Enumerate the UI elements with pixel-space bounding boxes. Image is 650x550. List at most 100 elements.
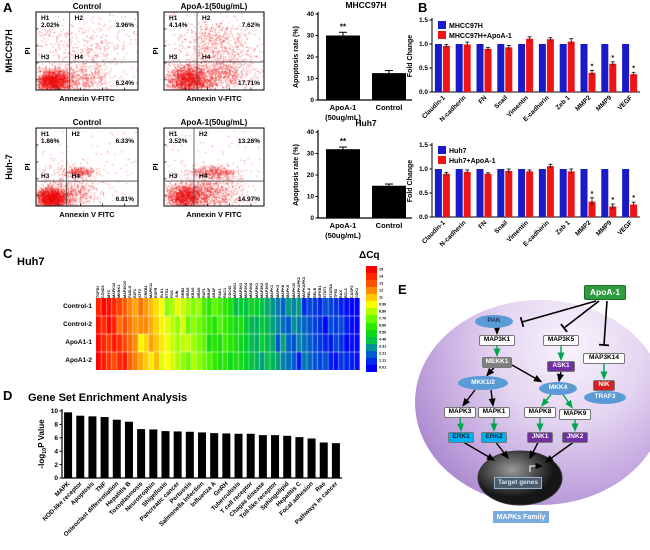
legend-swatch <box>438 146 446 154</box>
pathway-arrow <box>463 441 496 461</box>
scale-tick-label: 13 <box>379 281 384 286</box>
bar-treated <box>588 72 596 92</box>
bar <box>149 429 158 478</box>
panel-a-label: A <box>3 0 13 15</box>
quadrant-h2-pct: 6.33% <box>116 138 135 145</box>
bar-control <box>559 169 567 217</box>
y-tick-label: 0 <box>310 215 314 222</box>
scale-tick-label: 15 <box>379 267 384 272</box>
y-axis-title: Apoptosis rate (%) <box>293 26 300 88</box>
y-tick-label: 0.0 <box>419 214 428 221</box>
bar-control <box>434 169 442 217</box>
heatmap-scale-label: ΔCq <box>359 250 380 261</box>
bar-treated <box>505 170 513 217</box>
y-tick-label: 6 <box>54 435 58 442</box>
bar-treated <box>484 48 492 92</box>
bar <box>331 443 340 478</box>
node-mapk3: MAPK3 <box>444 406 476 418</box>
scale-tick-label: 8.80 <box>379 310 387 314</box>
heatmap-canvas <box>96 298 360 370</box>
node-ask1: ASK1 <box>547 360 575 372</box>
quadrant-h4-pct: 14.97% <box>238 196 260 203</box>
bar-control <box>538 169 546 217</box>
flow-x-axis-label: Annexin V FITC <box>59 210 115 219</box>
scale-tick-label: 4.40 <box>379 338 387 343</box>
quadrant-h3-label: H3 <box>169 173 178 180</box>
flow-plot-frame <box>35 127 139 207</box>
node-mkk12: MKK1/2 <box>458 376 508 390</box>
quadrant-h1-pct: 4.14% <box>169 22 188 29</box>
y-tick-label: 10 <box>51 408 59 415</box>
inhibition-line <box>521 300 597 323</box>
bar-treated <box>567 41 575 92</box>
transcription-arrow <box>529 462 544 472</box>
legend-label: MHCC97H <box>449 23 483 30</box>
scale-swatch <box>366 364 377 373</box>
quadrant-h2-pct: 13.26% <box>238 138 260 145</box>
node-mapk9: MAPK9 <box>559 408 591 420</box>
panel-b-label: B <box>418 0 428 15</box>
quadrant-h4-pct: 6.24% <box>116 80 135 87</box>
bar-treated <box>567 171 575 217</box>
scale-tick-label: 12 <box>379 288 384 293</box>
x-category-label: Snail <box>493 94 509 110</box>
pathway-arrow <box>486 367 495 377</box>
flow-dots-canvas <box>164 128 264 206</box>
bar-control <box>497 169 505 217</box>
heatmap-row-label: Control-1 <box>63 303 92 310</box>
bar-treated <box>546 39 554 92</box>
legend-swatch <box>438 21 446 29</box>
pathway-arrow <box>488 389 496 407</box>
quadrant-h1-label: H1 <box>169 131 178 138</box>
scale-swatch <box>366 329 377 338</box>
flow-plot-frame <box>163 127 265 207</box>
node-map3k5: MAP3K5 <box>543 334 579 346</box>
quadrant-h2-label: H2 <box>75 15 84 22</box>
scale-swatch <box>366 294 377 302</box>
heatmap-title: Huh7 <box>17 256 45 268</box>
scale-tick-label: 3.31 <box>379 345 387 350</box>
quadrant-h2-label: H2 <box>72 131 81 138</box>
scale-tick-label: 7.70 <box>379 317 387 321</box>
inhibition-line <box>603 300 608 346</box>
node-jnk2: JNK2 <box>562 431 588 443</box>
legend-swatch <box>438 156 446 164</box>
quadrant-h4-label: H4 <box>202 54 211 61</box>
scale-swatch <box>366 273 377 281</box>
bar <box>185 431 194 478</box>
flow-plot-title: ApoA-1(50ug/mL) <box>181 118 248 127</box>
scale-swatch <box>366 336 377 345</box>
heatmap-row-label: ApoA1-1 <box>65 339 92 346</box>
bar <box>372 185 406 218</box>
significance-marker: ** <box>340 137 347 146</box>
gsea-title: Gene Set Enrichment Analysis <box>28 392 188 404</box>
x-category-label: FN <box>477 219 488 230</box>
node-map3k1: MAP3K1 <box>479 334 515 346</box>
chart-title: Huh7 <box>355 118 377 128</box>
scale-tick-label: 1.11 <box>379 359 387 364</box>
y-tick-label: 1.0 <box>419 41 428 48</box>
bar <box>258 435 267 478</box>
flow-y-axis-label: PI <box>151 47 160 54</box>
legend-label: Huh7 <box>449 148 467 155</box>
node-map3k14: MAP3K14 <box>583 352 625 364</box>
node-mekk1: MEKK1 <box>482 356 512 368</box>
x-category-label: Zeb 1 <box>555 219 572 236</box>
y-axis-title: Apoptosis rate (%) <box>293 144 300 206</box>
bar-treated <box>546 166 554 217</box>
bar-control <box>497 44 505 92</box>
significance-marker: * <box>591 191 594 198</box>
heatmap-color-scale: 15 14 13 12 11 9.90 8.80 7.70 6.60 5.50 4.40 3.31 2.… <box>366 266 406 373</box>
bar-control <box>455 169 463 217</box>
panel-d-label: D <box>3 388 13 403</box>
heatmap-row-label: ApoA1-2 <box>65 357 92 364</box>
scale-swatch <box>366 350 377 359</box>
quadrant-h2-label: H2 <box>202 15 211 22</box>
x-category-label: VEGF <box>617 219 634 236</box>
scale-swatch <box>366 308 377 316</box>
row-label-mhcc97h: MHCC97H <box>4 29 14 73</box>
bar <box>295 437 304 478</box>
x-category-label: MMP9 <box>595 219 614 238</box>
node-erk2: ERK2 <box>481 431 507 443</box>
